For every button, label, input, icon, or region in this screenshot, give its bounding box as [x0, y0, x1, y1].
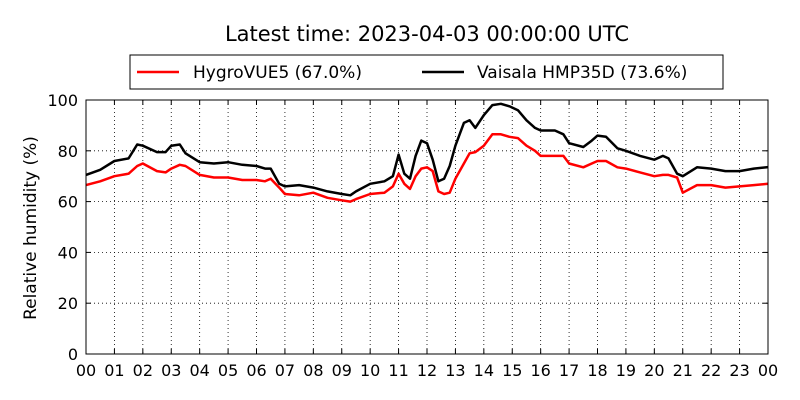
x-tick-label: 03	[161, 361, 181, 380]
x-tick-label: 19	[616, 361, 636, 380]
x-tick-label: 14	[474, 361, 494, 380]
axes-frame	[85, 99, 769, 355]
x-tick-label: 00	[758, 361, 778, 380]
y-axis-label: Relative humidity (%)	[21, 136, 41, 320]
y-tick-label: 20	[58, 294, 78, 313]
x-tick-label: 17	[559, 361, 579, 380]
x-tick-label: 02	[133, 361, 153, 380]
x-tick-label: 07	[275, 361, 295, 380]
x-tick-label: 23	[729, 361, 749, 380]
x-tick-label: 18	[587, 361, 607, 380]
x-tick-label: 11	[388, 361, 408, 380]
x-tick-label: 21	[673, 361, 693, 380]
legend-label-vaisala: Vaisala HMP35D (73.6%)	[477, 63, 687, 83]
chart-title: Latest time: 2023-04-03 00:00:00 UTC	[225, 22, 629, 46]
legend: HygroVUE5 (67.0%) Vaisala HMP35D (73.6%)	[129, 54, 724, 90]
x-tick-label: 05	[218, 361, 238, 380]
x-tick-label: 00	[76, 361, 96, 380]
x-tick-label: 10	[360, 361, 380, 380]
x-tick-label: 12	[417, 361, 437, 380]
x-tick-label: 15	[502, 361, 522, 380]
x-tick-label: 04	[189, 361, 209, 380]
x-tick-label: 16	[530, 361, 550, 380]
y-tick-label: 60	[58, 193, 78, 212]
y-tick-label: 0	[68, 345, 78, 364]
x-tick-label: 01	[104, 361, 124, 380]
series-line-hygrovue5	[85, 133, 769, 203]
x-tick-label: 06	[246, 361, 266, 380]
y-tick-label: 100	[47, 91, 78, 110]
legend-label-hygrovue5: HygroVUE5 (67.0%)	[193, 63, 362, 83]
series-line-vaisala	[85, 102, 769, 197]
x-tick-label: 13	[445, 361, 465, 380]
y-tick-label: 80	[58, 142, 78, 161]
x-tick-label: 22	[701, 361, 721, 380]
y-tick-label: 40	[58, 243, 78, 262]
x-tick-label: 20	[644, 361, 664, 380]
x-tick-label: 09	[332, 361, 352, 380]
x-tick-label: 08	[303, 361, 323, 380]
plot-area: 00 01 02 03 04 05 06 07 08 09 10 11 12 13 14 15 16 17 18 19…	[47, 91, 778, 380]
